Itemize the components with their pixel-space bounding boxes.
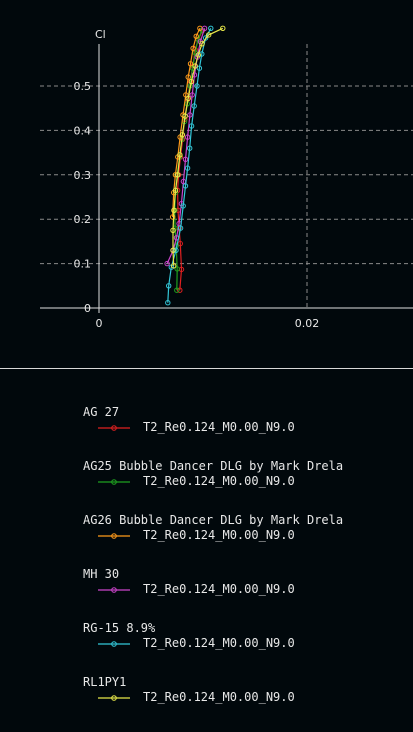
data-point (183, 92, 189, 98)
tick-labels: 0 0.1 0.2 0.3 0.4 0.5 0 0.02 (74, 80, 320, 330)
data-point (199, 51, 205, 57)
series-6 (170, 25, 226, 269)
data-point (192, 63, 198, 69)
y-axis-label: Cl (95, 28, 106, 41)
legend-line-sample (98, 533, 130, 539)
data-point (199, 41, 205, 47)
legend-entry: AG25 Bubble Dancer DLG by Mark Drela T2_R… (0, 459, 413, 499)
data-point (190, 45, 196, 51)
legend-series-name: RL1PY1 (83, 675, 127, 689)
legend-line-sample (98, 641, 130, 647)
data-point (164, 260, 170, 267)
data-point (171, 263, 177, 269)
grid-lines (40, 44, 413, 308)
data-point (184, 134, 191, 140)
data-point (171, 207, 177, 214)
data-point (188, 123, 195, 129)
legend-series-name: AG 27 (83, 405, 120, 419)
legend-entry: AG 27 T2_Re0.124_M0.00_N9.0 (0, 405, 413, 445)
data-point (173, 247, 179, 254)
data-point (220, 25, 226, 31)
legend-line-sample (98, 695, 130, 701)
data-point (165, 300, 171, 306)
y-tick-label: 0.2 (74, 213, 92, 226)
legend-entry: RG-15 8.9% T2_Re0.124_M0.00_N9.0 (0, 621, 413, 661)
legend-run-label: T2_Re0.124_M0.00_N9.0 (143, 474, 295, 488)
y-tick-label: 0.4 (74, 124, 92, 137)
data-point (187, 145, 193, 151)
data-point (202, 35, 209, 41)
series-line (172, 27, 224, 266)
data-point (194, 83, 200, 89)
legend-series-name: AG25 Bubble Dancer DLG by Mark Drela (83, 459, 344, 473)
data-point (185, 95, 191, 102)
data-point (175, 172, 181, 178)
data-point (196, 65, 203, 71)
legend: AG 27 T2_Re0.124_M0.00_N9.0 AG25 Bubble Da… (0, 369, 413, 732)
data-point (187, 61, 194, 67)
data-point (170, 247, 176, 254)
legend-run-label: T2_Re0.124_M0.00_N9.0 (143, 582, 295, 596)
data-point (191, 103, 197, 109)
data-point (206, 32, 212, 38)
y-tick-label: 0.5 (74, 80, 92, 93)
data-point (177, 240, 184, 247)
data-point (182, 183, 189, 189)
y-tick-label: 0.1 (74, 258, 92, 271)
legend-run-label: T2_Re0.124_M0.00_N9.0 (143, 636, 295, 650)
cl-polar-chart: 0 0.1 0.2 0.3 0.4 0.5 0 0.02 Cl (40, 25, 413, 330)
data-point (177, 225, 184, 231)
legend-entry: MH 30 T2_Re0.124_M0.00_N9.0 (0, 567, 413, 607)
data-point (170, 227, 176, 234)
data-point (174, 266, 180, 272)
x-tick-label: 0 (96, 317, 103, 330)
data-point (172, 187, 179, 194)
y-tick-label: 0.3 (74, 169, 92, 182)
x-tick-label: 0.02 (295, 317, 320, 330)
data-point (193, 33, 199, 39)
y-tick-label: 0 (84, 302, 91, 315)
data-point (191, 72, 198, 78)
data-point (184, 165, 191, 171)
legend-series-name: AG26 Bubble Dancer DLG by Mark Drela (83, 513, 344, 527)
data-point (201, 25, 208, 31)
legend-run-label: T2_Re0.124_M0.00_N9.0 (143, 528, 295, 542)
data-point (182, 113, 188, 119)
legend-line-sample (98, 587, 130, 593)
data-point (195, 52, 202, 58)
legend-entry: RL1PY1 T2_Re0.124_M0.00_N9.0 (0, 675, 413, 715)
legend-run-label: T2_Re0.124_M0.00_N9.0 (143, 690, 295, 704)
data-point (166, 283, 172, 289)
data-point (188, 78, 195, 85)
data-point (177, 152, 183, 158)
legend-line-sample (98, 425, 130, 431)
data-point (189, 92, 195, 98)
data-point (169, 214, 176, 220)
data-point (174, 287, 180, 293)
data-point (177, 287, 183, 293)
data-point (187, 112, 193, 118)
legend-entry: AG26 Bubble Dancer DLG by Mark Drela T2_R… (0, 513, 413, 553)
legend-series-name: MH 30 (83, 567, 120, 581)
data-point (180, 203, 186, 209)
axes (40, 44, 413, 313)
data-point (182, 156, 189, 163)
legend-run-label: T2_Re0.124_M0.00_N9.0 (143, 420, 295, 434)
legend-line-sample (98, 479, 130, 485)
series-layer (164, 25, 226, 306)
data-point (208, 25, 214, 31)
data-point (179, 132, 186, 138)
data-point (185, 74, 191, 80)
plot-legend-divider (0, 368, 413, 369)
legend-series-name: RG-15 8.9% (83, 621, 156, 635)
